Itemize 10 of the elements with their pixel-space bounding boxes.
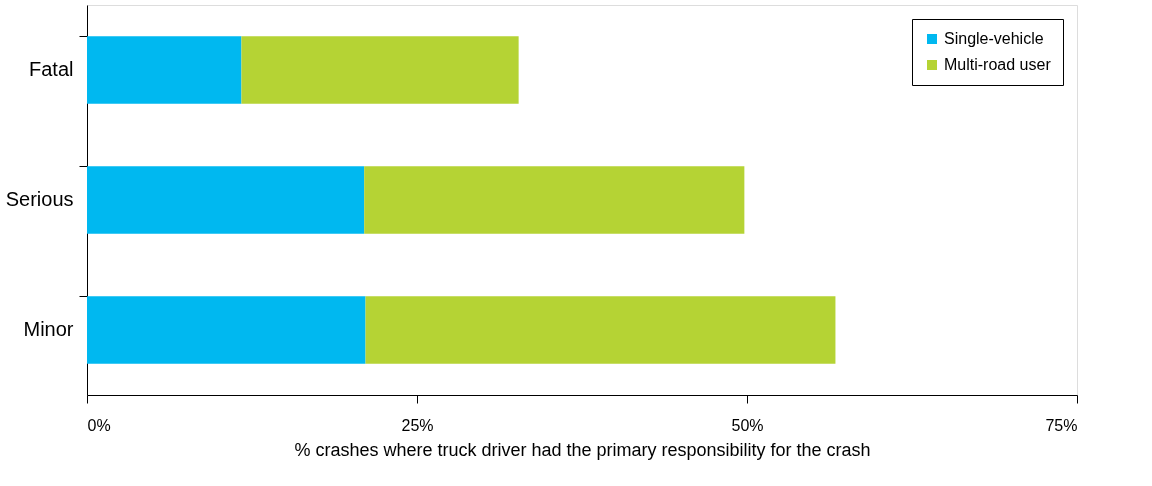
- y-tick-label: Minor: [23, 318, 74, 340]
- y-tick-label: Serious: [5, 188, 74, 210]
- x-tick-label: 0%: [87, 416, 111, 434]
- legend-label: Multi-road user: [944, 56, 1052, 73]
- x-tick-label: 75%: [1045, 416, 1078, 434]
- x-axis-title: % crashes where truck driver had the primary responsibility for the crash: [294, 439, 871, 460]
- x-tick-label: 25%: [401, 416, 434, 434]
- legend-label: Single-vehicle: [944, 30, 1044, 47]
- y-tick-label: Fatal: [29, 58, 74, 80]
- x-tick-label: 50%: [731, 416, 764, 434]
